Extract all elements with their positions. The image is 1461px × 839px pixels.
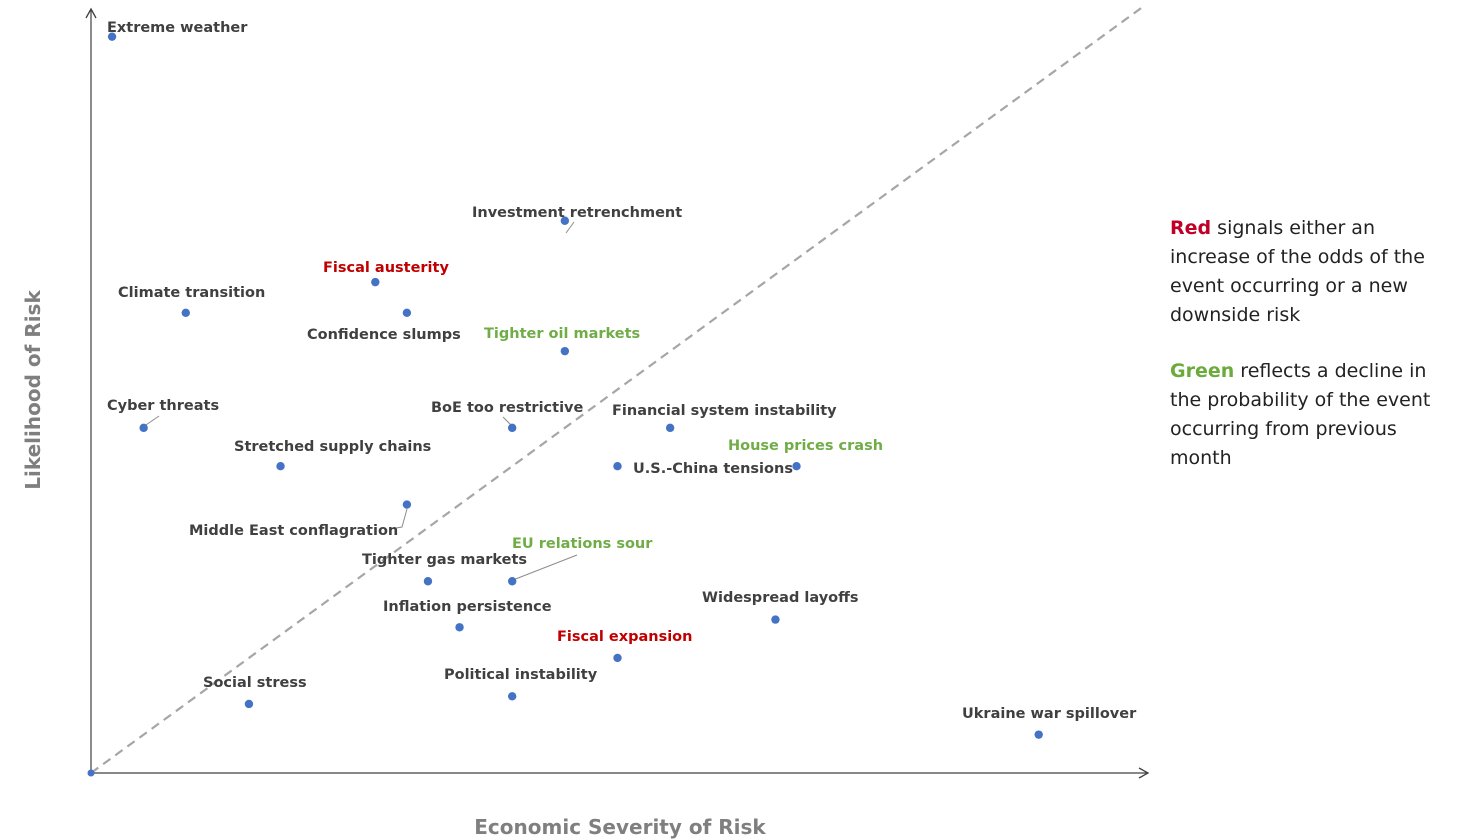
x-axis-title: Economic Severity of Risk <box>474 815 766 839</box>
label-house-prices-crash: House prices crash <box>728 438 883 454</box>
label-financial-system-instability: Financial system instability <box>612 403 837 419</box>
point-boe-too-restrictive <box>508 423 517 433</box>
point-middle-east-conflagration <box>402 500 412 509</box>
leader-lines <box>142 221 578 581</box>
leader-middle-east-conflagration <box>389 508 408 530</box>
legend-green-word: Green <box>1170 360 1235 382</box>
point-ukraine-war-spillover <box>1034 730 1043 739</box>
label-social-stress: Social stress <box>203 675 307 691</box>
leader-investment-retrenchment <box>565 221 575 234</box>
point-extreme-weather <box>107 32 117 41</box>
point-cyber-threats <box>139 423 148 433</box>
label-inflation-persistence: Inflation persistence <box>383 599 552 615</box>
point-social-stress <box>244 699 254 709</box>
label-stretched-supply-chains: Stretched supply chains <box>234 439 431 455</box>
label-middle-east-conflagration: Middle East conflagration <box>189 523 398 539</box>
point-u-s-china-tensions <box>613 462 622 471</box>
point-inflation-persistence <box>455 623 464 632</box>
label-political-instability: Political instability <box>444 667 598 683</box>
point-tighter-oil-markets <box>560 346 570 356</box>
point-widespread-layoffs <box>771 615 780 624</box>
label-extreme-weather: Extreme weather <box>107 20 248 36</box>
point-labels: Extreme weather Investment retrenchment Fi… <box>107 20 1137 722</box>
legend-red-item: Red signals either an increase of the od… <box>1170 214 1450 330</box>
point-stretched-supply-chains <box>276 462 285 471</box>
data-points <box>107 32 1043 739</box>
color-legend: Red signals either an increase of the od… <box>1170 214 1450 500</box>
label-climate-transition: Climate transition <box>118 285 265 301</box>
point-tighter-gas-markets <box>423 577 433 586</box>
point-house-prices-crash <box>792 462 801 471</box>
label-ukraine-war-spillover: Ukraine war spillover <box>962 706 1137 722</box>
label-u-s-china-tensions: U.S.-China tensions <box>633 461 793 477</box>
point-political-instability <box>508 692 517 701</box>
label-tighter-gas-markets: Tighter gas markets <box>362 552 527 568</box>
label-investment-retrenchment: Investment retrenchment <box>472 205 682 221</box>
label-confidence-slumps: Confidence slumps <box>307 327 461 343</box>
label-tighter-oil-markets: Tighter oil markets <box>484 326 640 342</box>
label-fiscal-austerity: Fiscal austerity <box>323 260 449 276</box>
point-confidence-slumps <box>402 308 412 317</box>
diagonal-reference-line <box>90 5 1145 774</box>
legend-green-item: Green reflects a decline in the probabil… <box>1170 357 1450 473</box>
y-axis-title: Likelihood of Risk <box>21 290 45 490</box>
leader-eu-relations-sour <box>512 554 578 581</box>
point-investment-retrenchment <box>560 216 570 225</box>
legend-green-text: reflects a decline in the probability of… <box>1170 360 1431 469</box>
point-climate-transition <box>181 308 190 317</box>
label-fiscal-expansion: Fiscal expansion <box>557 629 692 645</box>
legend-red-word: Red <box>1170 217 1212 239</box>
origin-point <box>87 769 95 777</box>
point-fiscal-expansion <box>613 653 622 663</box>
legend-red-text: signals either an increase of the odds o… <box>1170 217 1425 326</box>
point-financial-system-instability <box>665 423 675 433</box>
label-cyber-threats: Cyber threats <box>107 398 219 414</box>
label-widespread-layoffs: Widespread layoffs <box>702 590 858 606</box>
label-eu-relations-sour: EU relations sour <box>512 536 653 552</box>
label-boe-too-restrictive: BoE too restrictive <box>431 400 583 416</box>
point-fiscal-austerity <box>371 277 380 287</box>
point-eu-relations-sour <box>508 577 517 586</box>
